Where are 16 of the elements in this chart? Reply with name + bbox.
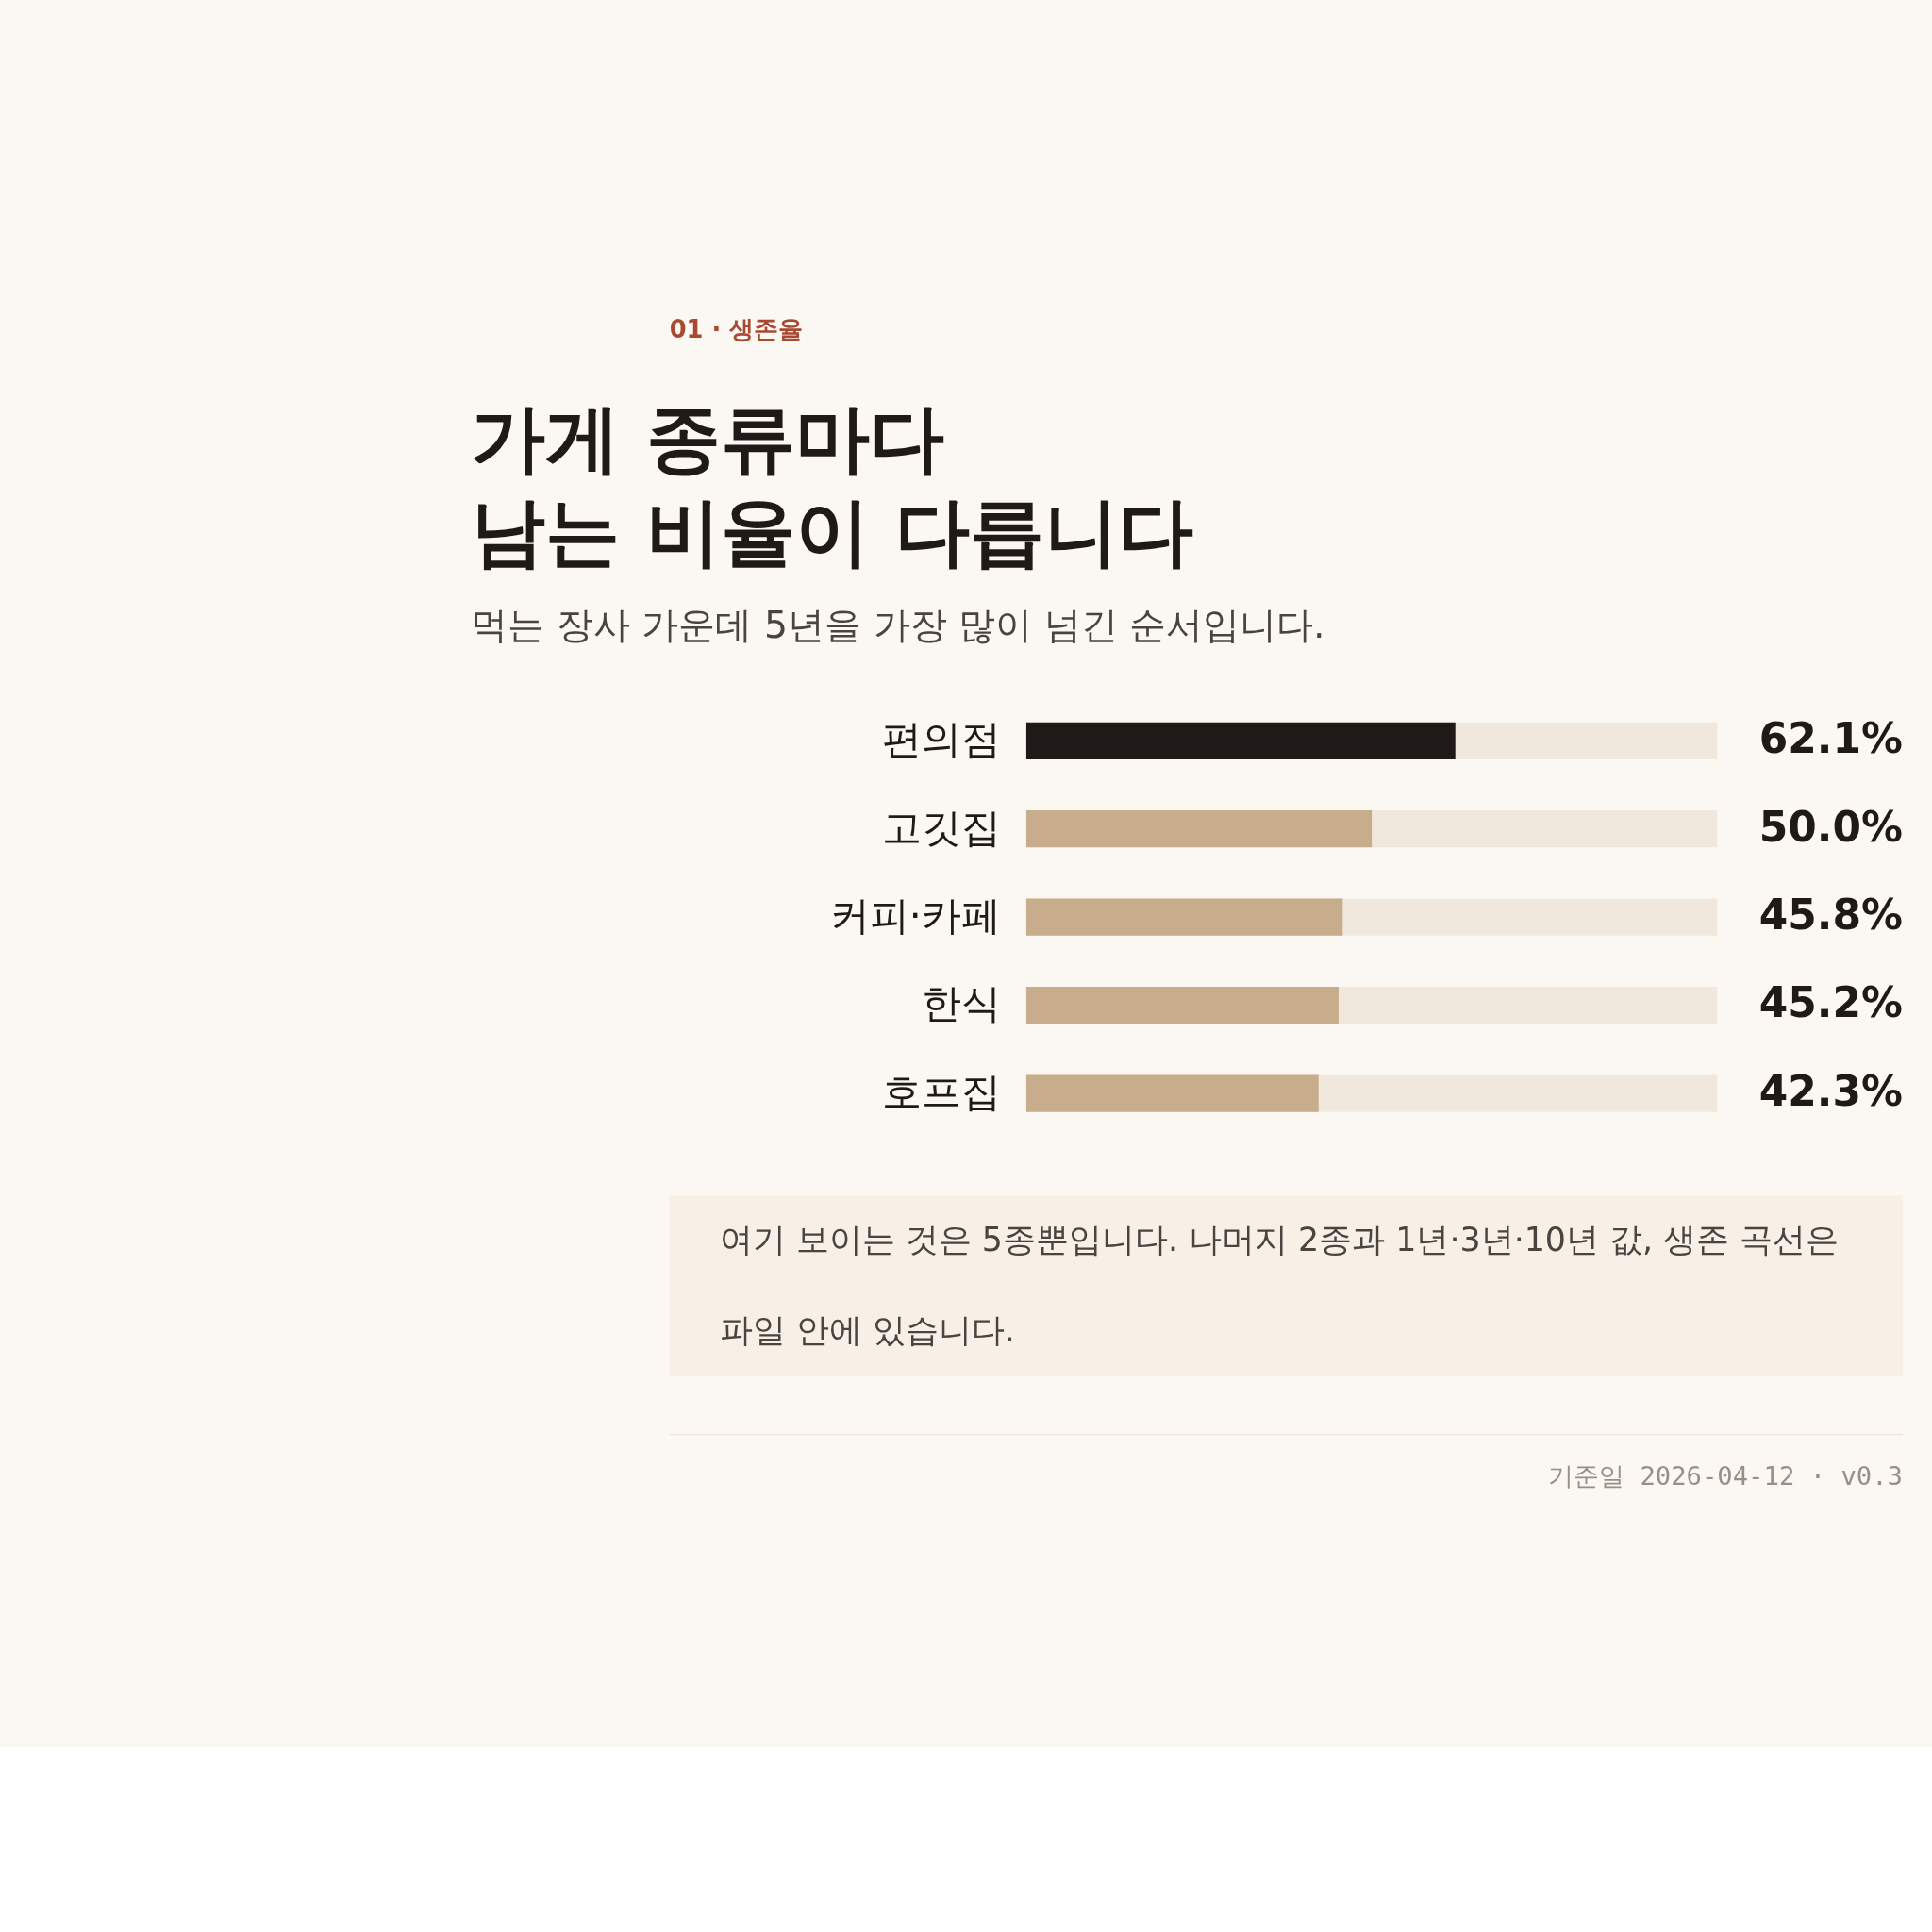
- y-tick-label: 호프집: [882, 1068, 1002, 1115]
- data-label: 42.3%: [1758, 1066, 1903, 1115]
- data-label: 62.1%: [1758, 714, 1903, 763]
- text: 여기 보이는 것은 5종뿐입니다. 나머지 2종과 1년·3년·10년 값, 생존 곡선은 파일 안에 있습니다.: [719, 1220, 1840, 1349]
- y-tick-label: 편의점: [882, 716, 1002, 763]
- text: 01 · 생존율: [669, 314, 804, 343]
- text: 남는 비율이 다릅니다: [471, 488, 1194, 575]
- data-label: 45.8%: [1758, 891, 1903, 940]
- y-tick-label: 한식: [922, 980, 1002, 1027]
- data-label: 45.2%: [1758, 978, 1903, 1027]
- text: 가게 종류마다: [471, 395, 944, 483]
- chart-subtitle: 먹는 장사 가운데 5년을 가장 많이 넘긴 순서입니다.: [471, 603, 1325, 647]
- y-tick-label: 커피·카페: [829, 892, 1002, 940]
- data-label: 50.0%: [1758, 802, 1903, 851]
- y-tick-label: 고깃집: [882, 804, 1002, 851]
- text: 기준일 2026-04-12 · v0.3: [1548, 1461, 1903, 1491]
